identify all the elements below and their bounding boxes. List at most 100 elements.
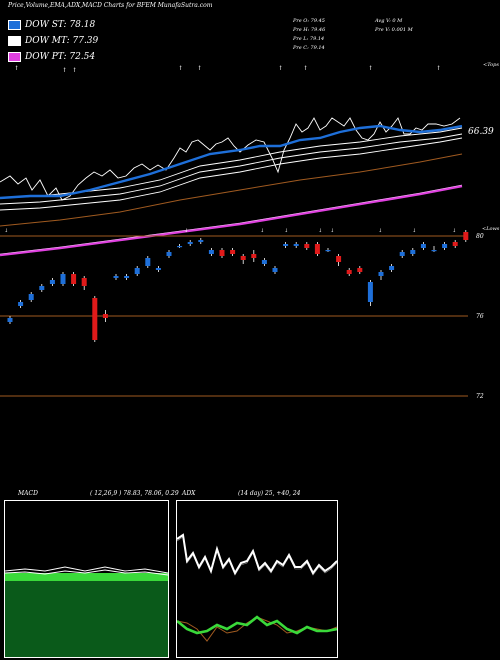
macd-values: ( 12,26,9 ) 78.83, 78.06, 0.29 <box>90 490 179 497</box>
candle-up <box>145 258 151 266</box>
candle-down <box>219 250 225 256</box>
ohlc-close: Pre C: 79.14 <box>293 45 325 51</box>
macd-line <box>5 566 168 574</box>
price-tick-72: 72 <box>476 393 484 400</box>
candle-up <box>166 252 172 256</box>
legend-swatch-st <box>8 19 21 30</box>
candle-down <box>336 256 342 262</box>
price-tick-80: 80 <box>476 233 484 240</box>
ema-marker: ↑ <box>197 65 202 72</box>
candle-up <box>28 294 34 300</box>
candle-up <box>124 276 130 278</box>
candle-up <box>39 286 45 290</box>
tops-label: <Tops <box>483 62 499 68</box>
ema-pt-line <box>0 184 463 257</box>
candle-up <box>155 268 161 270</box>
adx-plus-di-line <box>177 615 337 635</box>
candle-down <box>314 244 320 254</box>
legend: DOW ST: 78.18 DOW MT: 77.39 DOW PT: 72.5… <box>8 18 98 63</box>
candle-up <box>208 250 214 254</box>
candle-up <box>378 272 384 276</box>
ema-bottom-markers: ↓ ↓ ↓ ↓ ↓ ↓ ↓ ↓ ↓ <box>4 228 456 234</box>
candle-up <box>272 268 278 272</box>
ema-marker: ↓ <box>378 228 382 234</box>
adx-label: ADX <box>182 490 196 497</box>
candle-up <box>18 302 24 306</box>
macd-histogram-band <box>5 573 168 581</box>
candle-up <box>410 250 416 254</box>
ema-marker: ↑ <box>278 65 283 72</box>
ema-panel: ↑ ↑ ↑ ↑ ↑ ↑ ↑ ↑ ↑ <Tops 66.39 ↓ ↓ ↓ <box>0 62 500 257</box>
candle-up <box>177 246 183 248</box>
ema-mt-band-lower <box>0 137 463 211</box>
candle-down <box>230 250 236 254</box>
candle-panel: 80 76 72 <box>0 230 484 400</box>
ema-long-line <box>0 153 463 227</box>
candle-down <box>102 314 108 318</box>
ema-pt-highlight <box>0 184 463 255</box>
chart-title: Price,Volume,EMA,ADX,MACD Charts for BFE… <box>8 2 213 9</box>
legend-label-mt: DOW MT: 77.39 <box>25 35 99 46</box>
macd-panel <box>4 500 169 658</box>
macd-signal-line <box>5 569 168 576</box>
ema-top-markers: ↑ ↑ ↑ ↑ ↑ ↑ ↑ ↑ ↑ <box>14 65 441 74</box>
macd-zero-area <box>5 579 168 657</box>
lows-label: <Lows <box>482 226 500 232</box>
volume-pre: Pre V: 0.001 M <box>375 27 413 33</box>
ohlc-open: Pre O: 79.45 <box>293 18 325 24</box>
ema-marker: ↓ <box>260 228 264 234</box>
adx-panel <box>176 500 338 658</box>
candle-up <box>49 280 55 284</box>
macd-chart <box>5 566 168 657</box>
ema-marker: ↑ <box>436 65 441 72</box>
candle-down <box>346 270 352 274</box>
candle-down <box>251 254 257 258</box>
candle-down <box>357 268 363 272</box>
adx-line <box>177 533 337 576</box>
ema-marker: ↑ <box>62 67 67 74</box>
macd-histogram <box>5 573 168 581</box>
ema-marker: ↓ <box>452 228 456 234</box>
adx-line-outline <box>177 536 337 576</box>
ema-price-line <box>0 117 461 201</box>
ema-marker: ↓ <box>318 228 322 234</box>
ema-marker: ↑ <box>14 65 19 72</box>
candles <box>7 230 469 342</box>
candle-up <box>367 282 373 302</box>
volume-avg: Avg V: 0 M <box>375 18 403 24</box>
ohlc-low: Pre L: 79.14 <box>293 36 325 42</box>
price-tick-76: 76 <box>476 313 484 320</box>
candle-up <box>325 250 331 252</box>
candle-up <box>431 250 437 252</box>
ohlc-high: Pre H: 79.46 <box>293 27 326 33</box>
ema-marker: ↑ <box>368 65 373 72</box>
candle-up <box>420 244 426 248</box>
candle-up <box>198 240 204 242</box>
ema-mt-band-upper <box>0 133 463 205</box>
candle-up <box>113 276 119 278</box>
legend-swatch-pt <box>8 51 21 62</box>
candle-up <box>261 260 267 264</box>
ema-marker: ↑ <box>303 65 308 72</box>
adx-chart <box>177 533 337 642</box>
ema-marker: ↑ <box>178 65 183 72</box>
candle-up <box>134 268 140 274</box>
ema-st-line <box>0 124 463 200</box>
ema-marker: ↓ <box>4 228 8 234</box>
ema-mt-line <box>0 127 463 199</box>
candle-up <box>389 266 395 270</box>
candle-up <box>60 274 66 284</box>
legend-item-mt: DOW MT: 77.39 <box>8 34 98 47</box>
legend-label-pt: DOW PT: 72.54 <box>25 51 96 62</box>
legend-item-pt: DOW PT: 72.54 <box>8 50 98 63</box>
candle-down <box>240 256 246 260</box>
candle-up <box>283 244 289 246</box>
adx-values: (14 day) 25, +40, 24 <box>238 490 301 497</box>
legend-swatch-mt <box>8 35 21 46</box>
candle-down <box>304 244 310 248</box>
candle-down <box>71 274 77 284</box>
legend-item-st: DOW ST: 78.18 <box>8 18 98 31</box>
candle-up <box>399 252 405 256</box>
ema-marker: ↓ <box>412 228 416 234</box>
